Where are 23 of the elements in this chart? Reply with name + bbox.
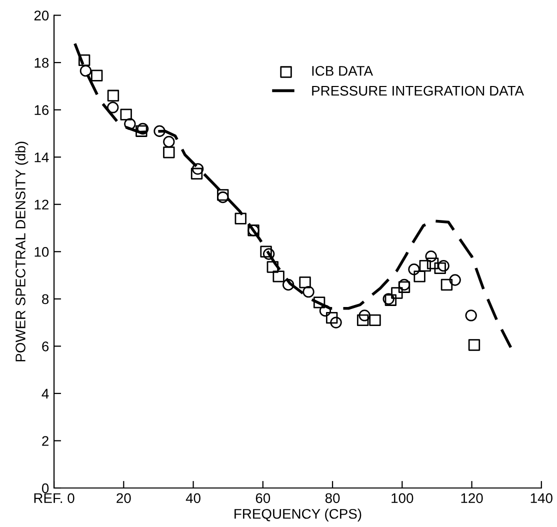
- y-tick-label: 4: [42, 388, 49, 398]
- y-tick-label: 18: [34, 58, 49, 68]
- legend-label: ICB DATA: [312, 66, 373, 76]
- y-tick-label: 6: [42, 342, 49, 352]
- y-tick-label: 14: [34, 152, 49, 162]
- y-tick-label: 16: [34, 105, 49, 115]
- y-tick-label: 20: [34, 10, 49, 20]
- x-tick-label: 20: [116, 493, 131, 504]
- x-tick-label: 40: [186, 493, 200, 504]
- y-axis-title: POWER SPECTRAL DENSITY (db): [15, 142, 28, 362]
- x-tick-label: 140: [530, 493, 552, 504]
- y-tick-label: 12: [34, 200, 48, 210]
- y-tick-label: 8: [42, 294, 49, 304]
- x-axis-title: FREQUENCY (CPS): [234, 508, 362, 522]
- legend-label: PRESSURE INTEGRATION DATA: [312, 86, 524, 96]
- y-tick-label: 10: [34, 246, 49, 257]
- y-tick-label: 0: [42, 483, 49, 494]
- x-tick-label: 120: [461, 493, 483, 504]
- x-tick-label: REF. 0: [34, 493, 74, 504]
- x-tick-label: 100: [392, 493, 414, 504]
- x-tick-label: 80: [325, 493, 340, 504]
- x-tick-label: 60: [256, 493, 270, 504]
- y-tick-label: 2: [42, 436, 48, 446]
